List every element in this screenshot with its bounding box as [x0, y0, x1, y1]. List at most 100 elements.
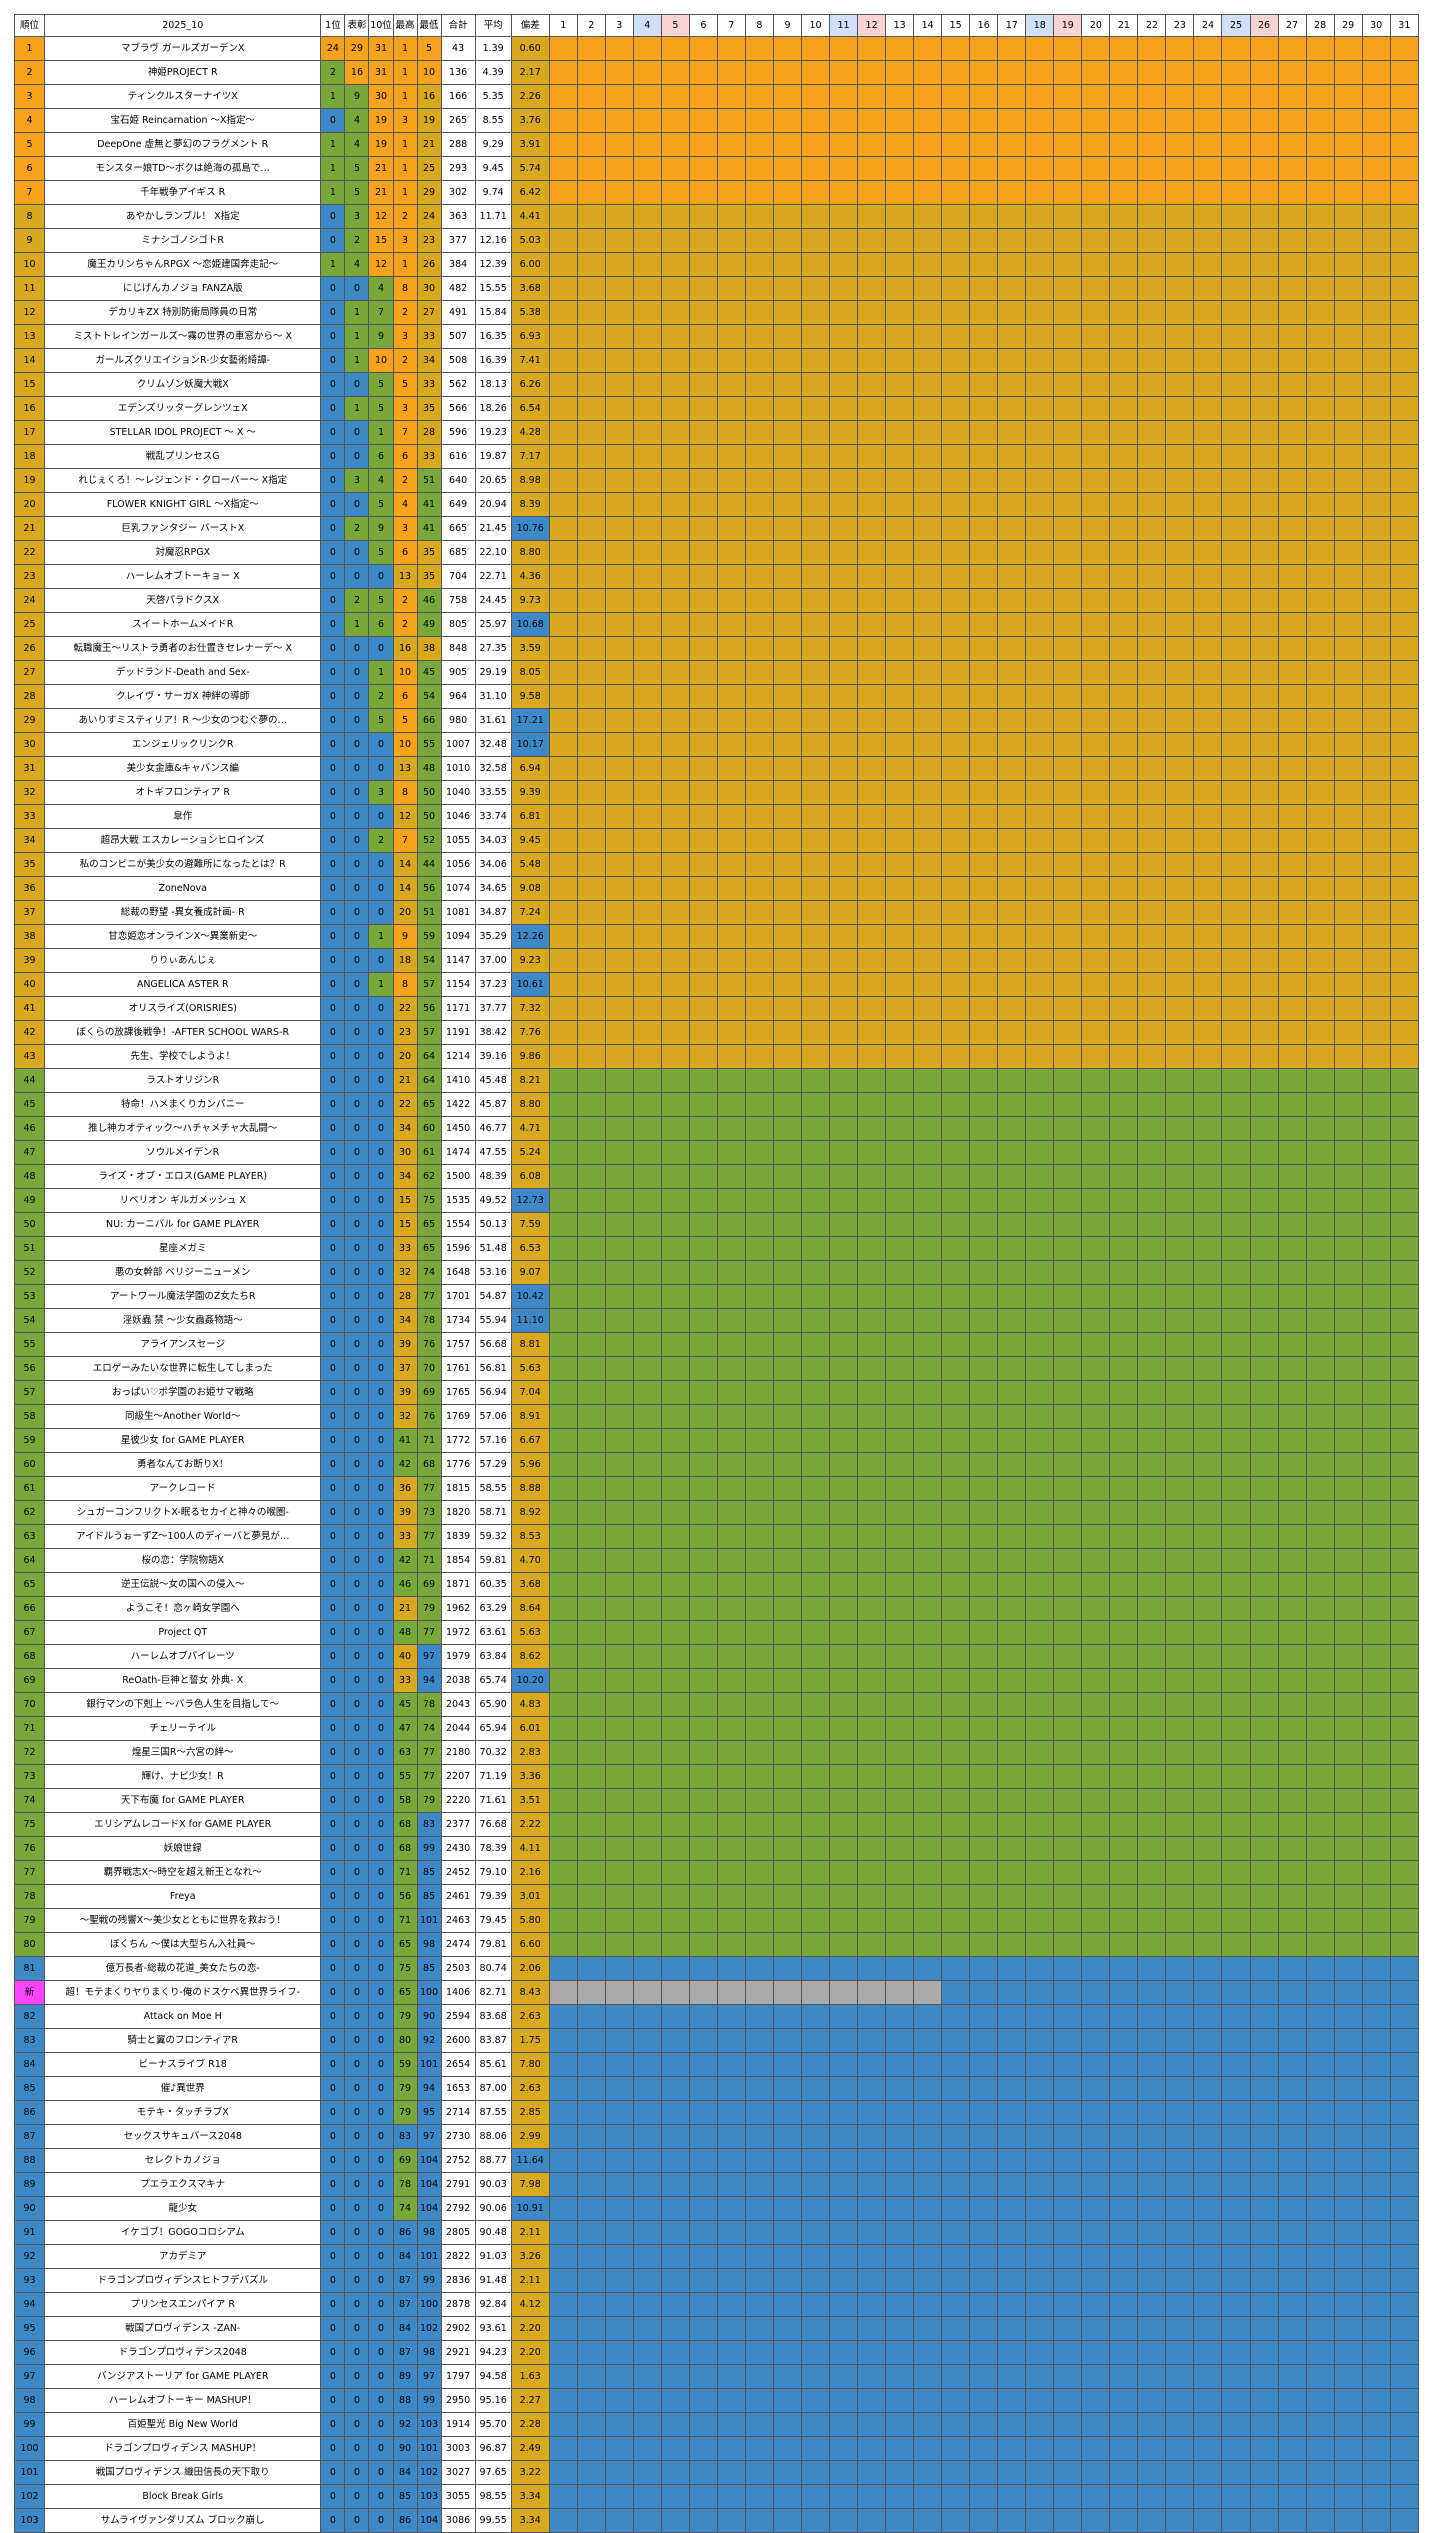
top1-count: 0	[320, 1428, 346, 1453]
rank-sum: 2220	[440, 1788, 476, 1813]
daily-rank-cell	[1249, 1812, 1279, 1837]
daily-rank-cell	[1165, 1956, 1195, 1981]
worst-rank: 99	[416, 1836, 442, 1861]
daily-rank-cell	[1389, 2340, 1420, 2365]
worst-rank: 73	[416, 1500, 442, 1525]
table-row: 92 アカデミア 0 0 0 84 101 2822 91.03 3.26	[13, 2244, 1420, 2269]
daily-rank-cell	[1165, 804, 1195, 829]
daily-rank-cell	[716, 252, 746, 277]
daily-rank-cell	[1305, 180, 1335, 205]
rank-average: 25.97	[474, 612, 512, 637]
daily-rank-cell	[688, 2268, 718, 2293]
daily-rank-cell	[1333, 204, 1363, 229]
daily-rank-cell	[1109, 2028, 1139, 2053]
daily-rank-cell	[1389, 708, 1420, 733]
daily-rank-cell	[913, 36, 943, 61]
daily-rank-cell	[1053, 444, 1083, 469]
top10-count: 1	[368, 924, 394, 949]
daily-rank-cell	[969, 2004, 999, 2029]
daily-rank-cell	[885, 2220, 915, 2245]
daily-rank-cell	[1389, 828, 1420, 853]
daily-rank-cell	[1137, 1092, 1167, 1117]
daily-rank-cell	[1109, 1116, 1139, 1141]
daily-rank-cell	[1305, 108, 1335, 133]
daily-rank-cell	[829, 828, 859, 853]
daily-rank-cell	[1081, 1668, 1111, 1693]
top10-count: 0	[368, 1332, 394, 1357]
daily-rank-cell	[1389, 1260, 1420, 1285]
daily-rank-cell	[1277, 2100, 1307, 2125]
daily-rank-cell	[1025, 1356, 1055, 1381]
daily-rank-cell	[716, 2052, 746, 2077]
column-header: 1位	[320, 14, 346, 37]
daily-rank-cell	[1333, 1836, 1363, 1861]
rank-deviation: 11.64	[510, 2148, 550, 2173]
daily-rank-cell	[772, 1092, 803, 1117]
daily-rank-cell	[1165, 2244, 1195, 2269]
daily-rank-cell	[660, 1668, 690, 1693]
award-count: 0	[344, 1116, 370, 1141]
daily-rank-cell	[969, 1308, 999, 1333]
table-row: 5 DeepOne 虚無と夢幻のフラグメント R 1 4 19 1 21 288 9.29 3.9…	[13, 132, 1420, 157]
daily-rank-cell	[632, 2460, 662, 2485]
daily-rank-cell	[576, 876, 606, 901]
daily-rank-cell	[997, 1116, 1027, 1141]
daily-rank-cell	[969, 132, 999, 157]
daily-rank-cell	[604, 972, 634, 997]
daily-rank-cell	[1109, 300, 1139, 325]
table-row: 82 Attack on Moe H 0 0 0 79 90 2594 83.68 2.63	[13, 2004, 1420, 2029]
daily-rank-cell	[1305, 1188, 1335, 1213]
title-cell: ようこそ！恋ヶ崎女学園へ	[44, 1596, 322, 1621]
daily-rank-cell	[1193, 84, 1223, 109]
daily-rank-cell	[716, 1140, 746, 1165]
rank-sum: 2461	[440, 1884, 476, 1909]
daily-rank-cell	[800, 540, 831, 565]
top10-count: 0	[368, 2316, 394, 2341]
daily-rank-cell	[885, 228, 915, 253]
daily-rank-cell	[800, 1620, 831, 1645]
daily-rank-cell	[941, 2436, 971, 2461]
daily-rank-cell	[1193, 2076, 1223, 2101]
daily-rank-cell	[1249, 1980, 1279, 2005]
rank-sum: 1500	[440, 1164, 476, 1189]
daily-rank-cell	[576, 2268, 606, 2293]
title-cell: ラストオリジンR	[44, 1068, 322, 1093]
daily-rank-cell	[1193, 228, 1223, 253]
daily-rank-cell	[1081, 2028, 1111, 2053]
top10-count: 0	[368, 1356, 394, 1381]
daily-rank-cell	[1221, 1404, 1251, 1429]
rank-average: 56.68	[474, 1332, 512, 1357]
daily-rank-cell	[941, 1236, 971, 1261]
daily-rank-cell	[1277, 84, 1307, 109]
daily-rank-cell	[604, 708, 634, 733]
daily-rank-cell	[1053, 2460, 1083, 2485]
top1-count: 0	[320, 1212, 346, 1237]
daily-rank-cell	[1081, 684, 1111, 709]
daily-rank-cell	[1137, 1020, 1167, 1045]
daily-rank-cell	[1109, 420, 1139, 445]
daily-rank-cell	[997, 2340, 1027, 2365]
daily-rank-cell	[1081, 2268, 1111, 2293]
rank-average: 90.48	[474, 2220, 512, 2245]
top1-count: 0	[320, 2268, 346, 2293]
daily-rank-cell	[857, 1164, 887, 1189]
daily-rank-cell	[1053, 2004, 1083, 2029]
daily-rank-cell	[941, 756, 971, 781]
rank-deviation: 2.06	[510, 1956, 550, 1981]
daily-rank-cell	[1249, 1596, 1279, 1621]
daily-rank-cell	[800, 2268, 831, 2293]
daily-rank-cell	[576, 1020, 606, 1045]
daily-rank-cell	[1333, 1140, 1363, 1165]
rank-cell: 31	[13, 756, 46, 781]
rank-cell: 43	[13, 1044, 46, 1069]
daily-rank-cell	[1221, 612, 1251, 637]
top10-count: 0	[368, 2076, 394, 2101]
table-row: 59 星彼少女 for GAME PLAYER 0 0 0 41 71 1772 57.16 6.…	[13, 1428, 1420, 1453]
table-row: 54 淫妖蟲 禁 〜少女蟲姦物語〜 0 0 0 34 78 1734 55.94 11.10	[13, 1308, 1420, 1333]
rank-sum: 2044	[440, 1716, 476, 1741]
daily-rank-cell	[1277, 1908, 1307, 1933]
daily-rank-cell	[716, 2412, 746, 2437]
daily-rank-cell	[1277, 780, 1307, 805]
daily-rank-cell	[660, 1644, 690, 1669]
worst-rank: 102	[416, 2460, 442, 2485]
